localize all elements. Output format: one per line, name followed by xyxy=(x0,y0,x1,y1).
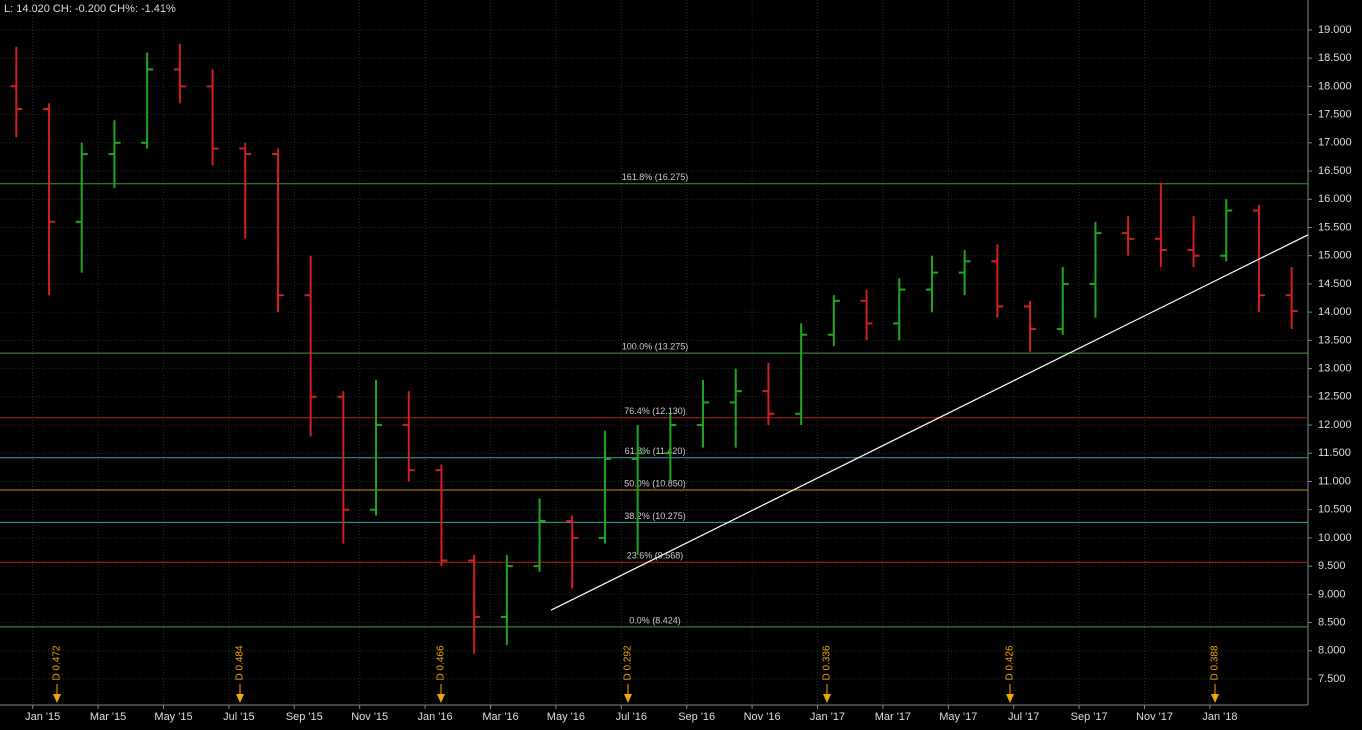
y-tick-label: 11.500 xyxy=(1318,447,1351,459)
x-tick-label: Jan '18 xyxy=(1202,711,1237,723)
y-tick-label: 10.500 xyxy=(1318,504,1352,516)
x-tick-label: May '15 xyxy=(154,711,192,723)
fib-label: 61.8% (11.420) xyxy=(625,446,686,456)
fib-label: 23.6% (9.568) xyxy=(627,551,684,561)
x-tick-label: Sep '15 xyxy=(286,711,323,723)
y-tick-label: 16.500 xyxy=(1318,165,1352,177)
dividend-marker xyxy=(1211,694,1219,703)
x-tick-label: Jul '17 xyxy=(1008,711,1039,723)
x-tick-label: Sep '16 xyxy=(678,711,715,723)
y-tick-label: 14.000 xyxy=(1318,306,1352,318)
x-tick-label: Jan '15 xyxy=(25,711,60,723)
dividend-marker xyxy=(236,694,244,703)
x-tick-label: Sep '17 xyxy=(1071,711,1108,723)
fib-label: 100.0% (13.275) xyxy=(622,341,689,351)
x-tick-label: Jul '16 xyxy=(616,711,647,723)
y-tick-label: 9.500 xyxy=(1318,560,1346,572)
y-tick-label: 18.000 xyxy=(1318,80,1352,92)
dividend-label: D 0.484 xyxy=(235,645,246,680)
dividend-marker xyxy=(53,694,61,703)
x-tick-label: Nov '16 xyxy=(744,711,781,723)
dividend-marker xyxy=(1006,694,1014,703)
fib-label: 0.0% (8.424) xyxy=(629,615,681,625)
y-tick-label: 15.000 xyxy=(1318,250,1352,262)
fib-label: 50.0% (10.850) xyxy=(624,478,686,488)
y-tick-label: 8.500 xyxy=(1318,616,1346,628)
x-tick-label: May '16 xyxy=(547,711,585,723)
x-tick-label: Mar '17 xyxy=(875,711,911,723)
fib-label: 161.8% (16.275) xyxy=(622,172,689,182)
fib-label: 76.4% (12.130) xyxy=(624,406,686,416)
y-tick-label: 18.500 xyxy=(1318,52,1352,64)
y-tick-label: 12.000 xyxy=(1318,419,1352,431)
y-tick-label: 15.500 xyxy=(1318,221,1352,233)
dividend-label: D 0.466 xyxy=(436,645,447,680)
dividend-marker xyxy=(437,694,445,703)
y-tick-label: 14.500 xyxy=(1318,278,1352,290)
x-tick-label: Jan '16 xyxy=(418,711,453,723)
y-tick-label: 17.500 xyxy=(1318,108,1352,120)
x-tick-label: Jan '17 xyxy=(810,711,845,723)
y-tick-label: 9.000 xyxy=(1318,588,1346,600)
header-readout: L: 14.020 CH: -0.200 CH%: -1.41% xyxy=(4,3,176,15)
x-tick-label: May '17 xyxy=(939,711,977,723)
x-tick-label: Nov '17 xyxy=(1136,711,1173,723)
y-tick-label: 8.000 xyxy=(1318,645,1346,657)
y-tick-label: 13.000 xyxy=(1318,362,1352,374)
x-tick-label: Jul '15 xyxy=(223,711,254,723)
fib-label: 38.2% (10.275) xyxy=(624,511,686,521)
y-tick-label: 10.000 xyxy=(1318,532,1352,544)
y-tick-label: 7.500 xyxy=(1318,673,1346,685)
trendline xyxy=(550,234,1309,611)
y-tick-label: 16.000 xyxy=(1318,193,1352,205)
dividend-label: D 0.336 xyxy=(822,645,833,680)
y-tick-label: 11.000 xyxy=(1318,475,1351,487)
y-tick-label: 13.500 xyxy=(1318,334,1352,346)
dividend-label: D 0.388 xyxy=(1210,645,1221,680)
x-tick-label: Mar '16 xyxy=(482,711,518,723)
dividend-marker xyxy=(624,694,632,703)
y-tick-label: 17.000 xyxy=(1318,137,1352,149)
dividend-label: D 0.292 xyxy=(623,645,634,680)
x-tick-label: Nov '15 xyxy=(351,711,388,723)
x-tick-label: Mar '15 xyxy=(90,711,126,723)
y-tick-label: 19.000 xyxy=(1318,24,1352,36)
dividend-label: D 0.426 xyxy=(1005,645,1016,680)
dividend-marker xyxy=(823,694,831,703)
dividend-label: D 0.472 xyxy=(52,645,63,680)
y-tick-label: 12.500 xyxy=(1318,391,1352,403)
